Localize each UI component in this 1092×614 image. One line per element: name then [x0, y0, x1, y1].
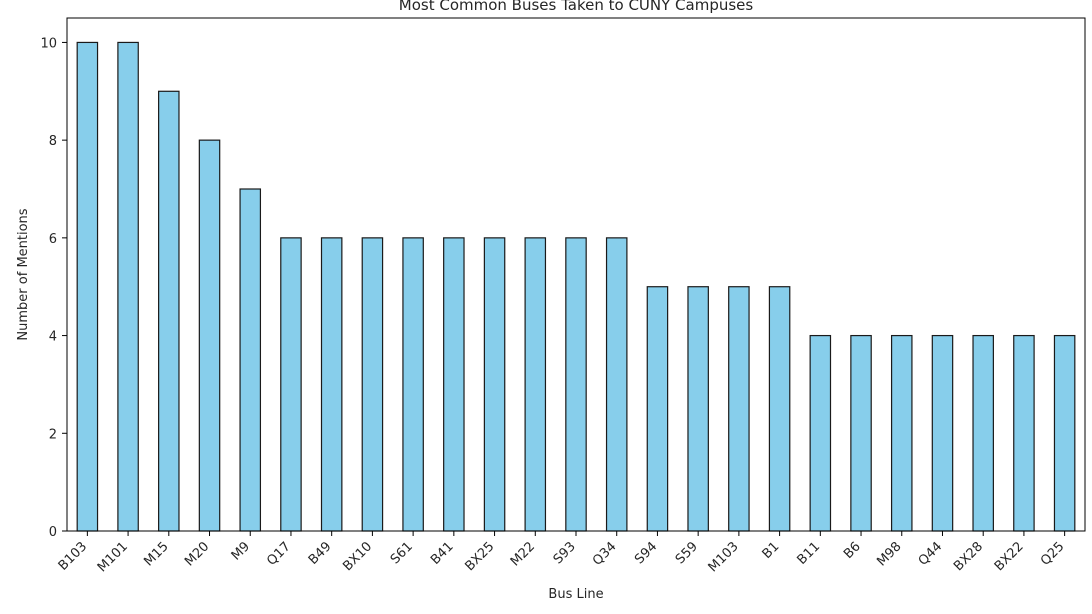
axes-frame: [66, 17, 1086, 532]
x-axis-ticks: B103 M101 M15 M20 M9 Q17 B49 BX10 S61 B41 BX25 M22 S…: [56, 531, 1068, 575]
x-tick-label: Q17: [264, 539, 294, 569]
x-tick-label: BX28: [951, 539, 986, 574]
bar-q17: [280, 237, 302, 532]
x-tick-label: M98: [874, 539, 904, 569]
bar-b11: [809, 334, 832, 532]
x-tick-label: BX22: [992, 539, 1027, 574]
x-tick-label: BX25: [462, 539, 497, 574]
bar-s93: [565, 237, 587, 532]
bar-m15: [158, 90, 180, 532]
bar-q34: [605, 237, 628, 532]
x-axis-label: Bus Line: [548, 587, 603, 602]
bar-m20: [198, 139, 221, 532]
y-tick-label: 10: [40, 36, 57, 51]
chart-title: Most Common Buses Taken to CUNY Campuses: [399, 0, 754, 14]
x-tick-label: S94: [632, 539, 660, 567]
y-axis-ticks: 0 2 4 6 8 10: [40, 36, 67, 540]
x-tick-label: B103: [56, 539, 90, 573]
bar-m101: [117, 41, 139, 532]
bar-s61: [402, 237, 424, 532]
bar-b6: [850, 334, 872, 532]
bar-s59: [687, 286, 709, 532]
x-tick-label: M15: [141, 539, 171, 569]
bar-b41: [443, 237, 465, 532]
y-tick-label: 0: [49, 525, 57, 540]
bar-s94: [646, 286, 669, 532]
x-tick-label: M22: [508, 539, 538, 569]
bar-b103: [76, 41, 99, 532]
y-tick-label: 2: [49, 427, 57, 442]
x-tick-label: B41: [428, 539, 457, 568]
x-tick-label: M20: [182, 539, 212, 569]
bar-bx22: [1013, 334, 1035, 532]
bar-b49: [320, 237, 343, 532]
x-tick-label: S59: [673, 539, 701, 567]
x-tick-label: B6: [841, 539, 864, 562]
bar-m103: [728, 286, 750, 532]
bar-q25: [1053, 334, 1076, 532]
y-tick-label: 6: [49, 232, 57, 247]
bar-m22: [524, 237, 547, 532]
x-tick-label: S93: [551, 539, 579, 567]
y-axis-label: Number of Mentions: [16, 208, 31, 340]
bar-bx28: [972, 334, 994, 532]
bar-bx25: [483, 237, 506, 532]
x-tick-label: B11: [795, 539, 824, 568]
x-tick-label: M9: [229, 539, 253, 563]
bar-bx10: [361, 237, 384, 532]
x-tick-label: Q25: [1038, 539, 1068, 569]
x-tick-label: S61: [388, 539, 416, 567]
x-tick-label: BX10: [340, 539, 375, 574]
x-tick-label: Q44: [916, 539, 946, 569]
bar-m98: [890, 334, 913, 532]
x-tick-label: B1: [760, 539, 783, 562]
bar-b1: [768, 286, 791, 532]
bars-group: [76, 41, 1076, 532]
y-tick-label: 4: [49, 330, 57, 345]
bar-m9: [239, 188, 262, 532]
x-tick-label: Q34: [590, 539, 620, 569]
y-tick-label: 8: [49, 134, 57, 149]
x-tick-label: M101: [95, 539, 131, 575]
bar-q44: [931, 334, 954, 532]
x-tick-label: M103: [706, 539, 742, 575]
x-tick-label: B49: [306, 539, 335, 568]
